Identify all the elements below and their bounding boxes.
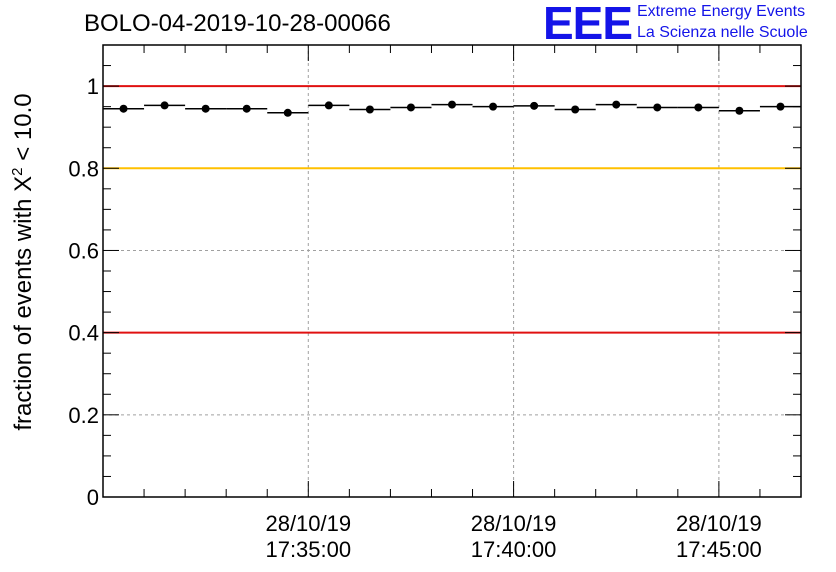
y-tick-label: 1: [87, 74, 99, 99]
y-tick-label: 0.8: [68, 156, 99, 181]
data-point: [776, 102, 785, 111]
data-point: [571, 105, 580, 114]
x-tick-label-date: 28/10/19: [265, 511, 351, 536]
data-point: [653, 103, 662, 112]
data-point: [160, 101, 169, 110]
data-point: [530, 101, 539, 110]
data-point: [119, 104, 128, 113]
chart-title: BOLO-04-2019-10-28-00066: [84, 10, 391, 37]
plot-frame: [102, 44, 802, 498]
logo-line-2: La Scienza nelle Scuole: [637, 24, 808, 41]
x-tick-label-date: 28/10/19: [471, 511, 557, 536]
y-tick-label: 0.4: [68, 321, 99, 346]
data-point: [489, 102, 498, 111]
data-point: [242, 104, 251, 113]
x-tick-label-time: 17:45:00: [676, 537, 762, 562]
y-tick-label: 0.2: [68, 403, 99, 428]
data-point: [365, 105, 374, 114]
data-point: [612, 100, 621, 109]
data-point: [201, 104, 210, 113]
y-tick-label: 0: [87, 485, 99, 510]
x-tick-label-time: 17:40:00: [471, 537, 557, 562]
x-tick-label-date: 28/10/19: [676, 511, 762, 536]
data-point: [694, 103, 703, 112]
data-point: [283, 108, 292, 117]
logo-line-1: Extreme Energy Events: [637, 3, 806, 20]
y-tick-label: 0.6: [68, 238, 99, 263]
x-tick-label-time: 17:35:00: [265, 537, 351, 562]
eee-logo: EEE: [543, 0, 633, 49]
data-point: [448, 100, 456, 109]
data-point: [406, 103, 415, 112]
data-point: [735, 106, 744, 115]
data-point: [324, 101, 333, 110]
